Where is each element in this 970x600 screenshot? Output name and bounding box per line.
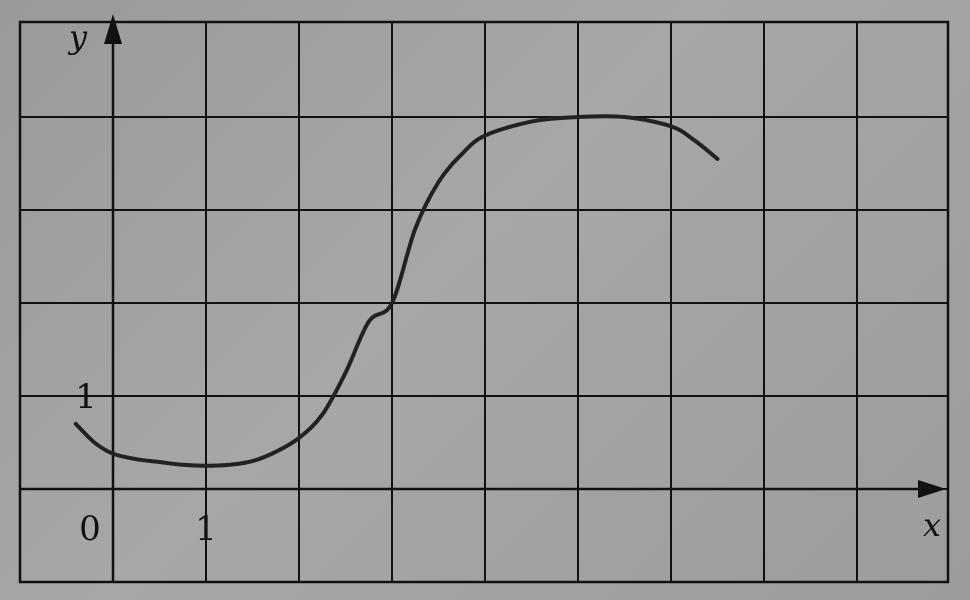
- y-axis-label: y: [67, 18, 88, 56]
- chart-frame: [18, 20, 950, 584]
- y-axis-arrowhead: [104, 14, 122, 44]
- x-axis-arrowhead: [918, 480, 946, 498]
- series-curve: [73, 114, 720, 468]
- y-tick-label-1: 1: [75, 377, 97, 417]
- x-axis-label: x: [923, 506, 941, 544]
- origin-tick-label: 0: [79, 509, 101, 549]
- x-tick-label-1: 1: [195, 509, 217, 549]
- grid: [20, 22, 948, 582]
